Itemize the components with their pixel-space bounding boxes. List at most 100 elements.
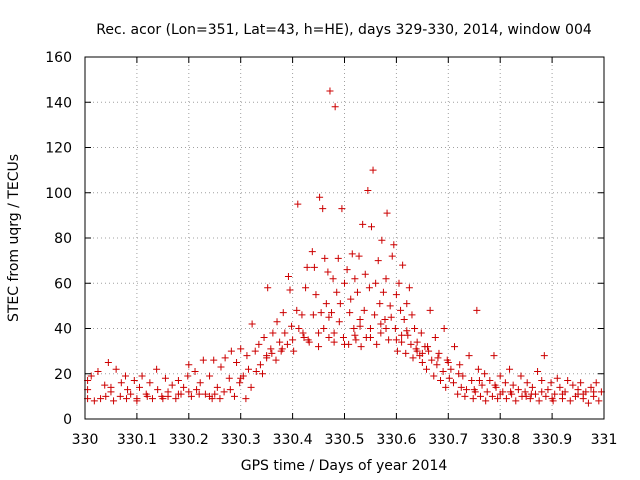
data-point-plus [268,349,276,357]
data-point-plus [426,306,434,314]
data-point-plus [407,340,415,348]
data-point-plus [326,87,334,95]
data-point-plus [351,331,359,339]
data-point-plus [506,365,514,373]
data-point-plus [227,347,235,355]
data-point-plus [199,356,207,364]
data-point-plus [527,390,535,398]
data-point-plus [521,388,529,396]
data-point-plus [457,383,465,391]
data-point-plus [501,379,509,387]
y-tick-label: 160 [45,50,72,66]
data-point-plus [491,381,499,389]
data-point-plus [309,311,317,319]
data-point-plus [321,254,329,262]
data-point-plus [225,374,233,382]
data-point-plus [168,381,176,389]
data-point-plus [104,358,112,366]
data-point-plus [299,329,307,337]
data-point-plus [465,352,473,360]
data-point-plus [451,343,459,351]
x-tick-label: 330 [72,432,99,448]
data-point-plus [226,386,234,394]
x-tick-label: 330.9 [532,432,572,448]
data-point-plus [252,367,260,375]
data-point-plus [135,383,143,391]
data-point-plus [478,381,486,389]
data-point-plus [435,349,443,357]
data-point-plus [193,386,201,394]
x-tick-label: 330.1 [117,432,157,448]
data-point-plus [264,284,272,292]
data-point-plus [509,381,517,389]
data-point-plus [526,395,534,403]
data-point-plus [579,390,587,398]
data-point-plus [97,395,105,403]
data-point-plus [595,397,603,405]
data-point-plus [346,309,354,317]
data-point-plus [303,263,311,271]
data-point-plus [334,254,342,262]
data-point-plus [185,361,193,369]
data-point-plus [279,309,287,317]
data-point-plus [447,365,455,373]
data-point-plus [302,284,310,292]
data-point-plus [130,377,138,385]
data-point-plus [437,377,445,385]
data-point-plus [534,367,542,375]
data-point-plus [237,345,245,353]
data-point-plus [316,193,324,201]
data-point-plus [548,395,556,403]
data-point-plus [319,205,327,213]
x-tick-label: 330.5 [324,432,364,448]
data-point-plus [418,358,426,366]
data-point-plus [333,288,341,296]
data-point-plus [328,309,336,317]
data-point-plus [490,352,498,360]
data-point-plus [352,336,360,344]
data-point-plus [462,386,470,394]
data-point-plus [430,372,438,380]
data-point-plus [196,379,204,387]
axis-ticks: 330 330.1 330.2 330.3 330.4 330.5 330.6 330.7 33… [45,50,617,448]
data-point-plus [357,343,365,351]
data-point-plus [329,275,337,283]
data-point-plus [476,392,484,400]
data-point-plus [315,343,323,351]
data-point-plus [338,205,346,213]
data-point-plus [512,397,520,405]
data-point-plus [391,325,399,332]
data-point-plus [469,395,477,403]
data-point-plus [276,338,284,346]
data-point-plus [356,315,364,323]
data-point-plus [174,390,182,398]
data-point-plus [184,372,192,380]
data-point-plus [201,390,209,398]
data-point-plus [403,327,411,335]
data-point-plus [371,311,379,319]
data-point-plus [242,395,250,403]
data-point-plus [330,329,338,337]
data-point-plus [237,374,245,382]
data-point-plus [366,334,374,342]
data-point-plus [124,386,132,394]
data-point-plus [320,325,328,332]
data-point-plus [159,395,167,403]
data-point-plus [474,365,482,373]
chart-title: Rec. acor (Lon=351, Lat=43, h=HE), days … [96,22,592,38]
data-point-plus [482,397,490,405]
data-point-plus [507,388,515,396]
data-point-plus [428,356,436,364]
data-point-plus [350,325,358,332]
data-point-plus [360,306,368,314]
y-tick-label: 100 [45,186,72,202]
data-point-plus [233,358,241,366]
data-point-plus [112,365,120,373]
x-tick-label: 330.6 [376,432,416,448]
data-point-plus [308,248,316,256]
y-axis-label: STEC from uqrg / TECUs [6,154,22,322]
data-point-plus [359,220,367,228]
data-point-plus [325,334,333,342]
data-point-plus [121,372,129,380]
